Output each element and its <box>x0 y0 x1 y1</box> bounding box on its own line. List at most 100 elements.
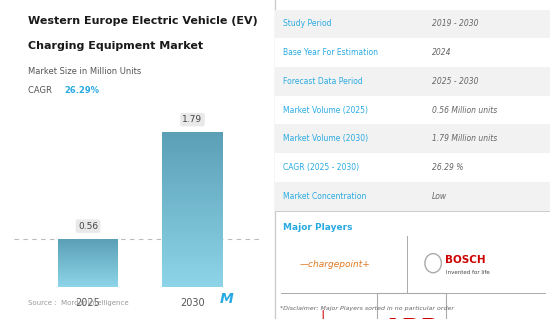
Bar <box>162 163 223 166</box>
Bar <box>162 150 223 153</box>
Bar <box>58 246 118 247</box>
Bar <box>58 275 118 276</box>
Bar <box>58 272 118 273</box>
Bar <box>58 266 118 267</box>
Bar <box>162 254 223 256</box>
Bar <box>58 277 118 278</box>
Bar <box>275 124 550 153</box>
Text: ABB: ABB <box>382 316 440 319</box>
Bar <box>162 207 223 210</box>
Text: 2025 - 2030: 2025 - 2030 <box>432 77 478 86</box>
Bar <box>162 140 223 143</box>
Bar <box>162 228 223 230</box>
Bar <box>58 244 118 245</box>
Text: Western Europe Electric Vehicle (EV): Western Europe Electric Vehicle (EV) <box>28 16 257 26</box>
Bar <box>162 241 223 243</box>
Bar <box>162 251 223 254</box>
Bar <box>162 145 223 148</box>
Bar <box>162 148 223 150</box>
Bar <box>58 264 118 265</box>
Bar <box>58 271 118 272</box>
Bar <box>162 233 223 235</box>
Bar <box>162 235 223 238</box>
Text: Charging Equipment Market: Charging Equipment Market <box>28 41 202 51</box>
Bar <box>162 158 223 160</box>
Bar <box>162 259 223 261</box>
Bar <box>58 257 118 258</box>
Bar <box>58 256 118 257</box>
Bar <box>58 248 118 249</box>
Bar <box>275 182 550 211</box>
Bar <box>162 282 223 285</box>
Text: Base Year For Estimation: Base Year For Estimation <box>283 48 378 57</box>
Bar <box>58 262 118 263</box>
Bar <box>58 247 118 248</box>
Text: ⊥: ⊥ <box>316 308 331 319</box>
Text: 2019 - 2030: 2019 - 2030 <box>432 19 478 28</box>
Text: Low: Low <box>432 192 447 201</box>
Bar <box>162 223 223 225</box>
Bar <box>162 135 223 137</box>
Bar <box>58 249 118 250</box>
Bar <box>58 270 118 271</box>
Bar <box>162 246 223 249</box>
Text: BOSCH: BOSCH <box>446 255 486 265</box>
Text: CAGR: CAGR <box>28 86 54 95</box>
Bar <box>162 194 223 197</box>
Text: Forecast Data Period: Forecast Data Period <box>283 77 363 86</box>
Bar <box>162 166 223 168</box>
Bar <box>162 271 223 274</box>
Bar <box>58 251 118 252</box>
Text: Market Size in Million Units: Market Size in Million Units <box>28 67 141 76</box>
Bar <box>58 280 118 281</box>
Bar <box>162 155 223 158</box>
Bar <box>162 143 223 145</box>
Bar <box>275 10 550 38</box>
Bar <box>162 202 223 204</box>
Text: Market Volume (2025): Market Volume (2025) <box>283 106 368 115</box>
Bar <box>162 212 223 215</box>
Bar <box>162 191 223 194</box>
Bar <box>162 215 223 217</box>
Bar <box>58 260 118 261</box>
Bar <box>58 241 118 242</box>
Bar <box>58 276 118 277</box>
Bar <box>58 261 118 262</box>
Bar <box>58 279 118 280</box>
Bar <box>162 243 223 246</box>
Bar <box>162 238 223 241</box>
Bar <box>162 249 223 251</box>
Bar <box>58 253 118 254</box>
Bar <box>162 204 223 207</box>
Bar <box>58 273 118 274</box>
Bar <box>162 184 223 186</box>
Text: 1.79 Million units: 1.79 Million units <box>432 134 497 143</box>
Bar <box>162 264 223 266</box>
Text: 0.56 Million units: 0.56 Million units <box>432 106 497 115</box>
Bar <box>162 256 223 259</box>
Text: 2024: 2024 <box>432 48 451 57</box>
Text: 26.29 %: 26.29 % <box>432 163 463 172</box>
Bar <box>162 181 223 184</box>
Bar <box>58 285 118 286</box>
Bar <box>162 285 223 287</box>
Bar <box>275 153 550 182</box>
Bar <box>275 38 550 67</box>
Bar <box>162 197 223 199</box>
Bar <box>162 199 223 202</box>
Bar <box>162 279 223 282</box>
Text: 1.79: 1.79 <box>183 115 202 124</box>
Bar <box>162 261 223 264</box>
Bar <box>275 67 550 96</box>
Text: Market Volume (2030): Market Volume (2030) <box>283 134 368 143</box>
Text: Source :  Mordor Intelligence: Source : Mordor Intelligence <box>28 300 128 306</box>
Bar <box>162 132 223 135</box>
Bar <box>275 96 550 124</box>
Bar <box>162 160 223 163</box>
Bar <box>162 186 223 189</box>
Bar <box>58 255 118 256</box>
Bar <box>162 168 223 171</box>
Text: Market Concentration: Market Concentration <box>283 192 367 201</box>
Bar <box>162 266 223 269</box>
Bar <box>162 176 223 179</box>
